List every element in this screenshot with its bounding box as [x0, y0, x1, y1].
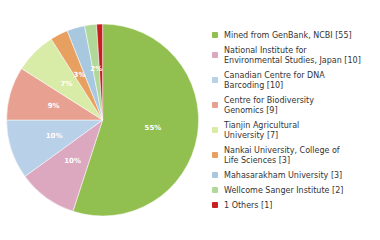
svg-text:Life Sciences [3]: Life Sciences [3] [224, 156, 290, 165]
svg-text:3%: 3% [74, 71, 86, 79]
svg-text:Canadian Centre for DNA: Canadian Centre for DNA [224, 71, 325, 80]
svg-text:1 Others [1]: 1 Others [1] [224, 201, 272, 210]
svg-text:Nankai University, College of: Nankai University, College of [224, 146, 340, 155]
svg-text:Centre for Biodiversity: Centre for Biodiversity [224, 96, 314, 105]
svg-text:9%: 9% [48, 102, 60, 110]
svg-text:7%: 7% [61, 80, 73, 88]
svg-text:National Institute for: National Institute for [224, 46, 307, 55]
svg-text:University [7]: University [7] [224, 131, 278, 140]
svg-text:Barcoding [10]: Barcoding [10] [224, 81, 283, 90]
svg-text:Genomics [9]: Genomics [9] [224, 106, 278, 115]
svg-text:Mahasarakham University [3]: Mahasarakham University [3] [224, 171, 342, 180]
svg-text:Environmental Studies, Japan [: Environmental Studies, Japan [10] [224, 56, 361, 65]
svg-text:10%: 10% [64, 157, 81, 165]
svg-text:Mined from GenBank, NCBI [55]: Mined from GenBank, NCBI [55] [224, 31, 352, 40]
svg-text:Wellcome Sanger Institute [2]: Wellcome Sanger Institute [2] [224, 186, 343, 195]
svg-text:55%: 55% [145, 124, 162, 132]
svg-text:10%: 10% [46, 132, 63, 140]
svg-text:2%: 2% [90, 65, 102, 73]
svg-text:Tianjin Agricultural: Tianjin Agricultural [223, 121, 299, 130]
